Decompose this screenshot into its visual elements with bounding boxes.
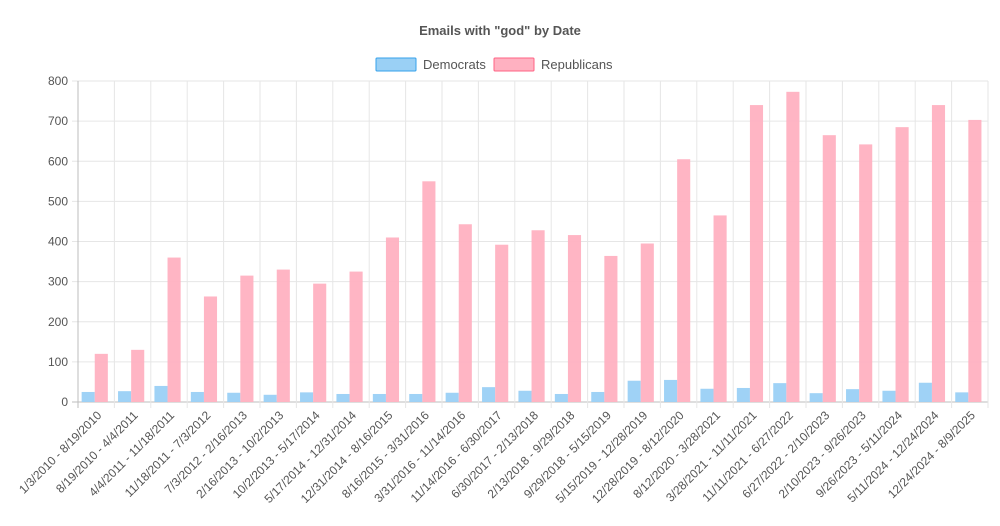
y-tick-label: 600: [48, 154, 68, 168]
bar-democrats[interactable]: [882, 390, 896, 402]
y-tick-label: 700: [48, 114, 68, 128]
bar-republicans[interactable]: [385, 237, 400, 402]
bar-democrats[interactable]: [955, 392, 969, 402]
bar-democrats[interactable]: [482, 387, 496, 402]
bar-republicans[interactable]: [749, 105, 764, 402]
grid: [72, 80, 989, 408]
bar-republicans[interactable]: [677, 159, 691, 402]
bar-republicans[interactable]: [203, 296, 218, 402]
bar-democrats[interactable]: [190, 391, 204, 402]
bar-democrats[interactable]: [81, 391, 95, 402]
bar-democrats[interactable]: [518, 390, 532, 402]
legend-label-republicans: Republicans: [541, 57, 613, 72]
bar-democrats[interactable]: [300, 392, 314, 402]
bar-republicans[interactable]: [640, 243, 654, 402]
chart-title: Emails with "god" by Date: [419, 23, 581, 38]
bar-democrats[interactable]: [409, 393, 423, 402]
bar-democrats[interactable]: [263, 394, 277, 402]
bar-democrats[interactable]: [227, 392, 241, 402]
bar-republicans[interactable]: [531, 230, 545, 402]
bar-democrats[interactable]: [773, 383, 787, 402]
bar-republicans[interactable]: [931, 105, 946, 402]
bars: [81, 91, 982, 403]
y-tick-label: 800: [48, 74, 68, 88]
bar-republicans[interactable]: [313, 283, 327, 402]
bar-republicans[interactable]: [604, 255, 618, 402]
y-tick-label: 0: [61, 395, 68, 409]
bar-republicans[interactable]: [349, 271, 363, 402]
bar-democrats[interactable]: [554, 393, 568, 402]
bar-democrats[interactable]: [846, 389, 860, 402]
y-tick-label: 500: [48, 194, 68, 208]
bar-democrats[interactable]: [700, 388, 714, 402]
bar-republicans[interactable]: [495, 244, 509, 402]
bar-democrats[interactable]: [591, 391, 605, 402]
bar-democrats[interactable]: [736, 387, 750, 402]
y-tick-label: 400: [48, 235, 68, 249]
bar-republicans[interactable]: [131, 349, 145, 402]
legend-item-democrats[interactable]: Democrats: [375, 57, 486, 72]
y-axis: 0 100 200 300 400 500 600 700 800: [48, 74, 68, 409]
legend-item-republicans[interactable]: Republicans: [493, 57, 613, 72]
bar-republicans[interactable]: [786, 91, 800, 402]
bar-democrats[interactable]: [918, 382, 932, 402]
bar-democrats[interactable]: [154, 385, 168, 402]
bar-democrats[interactable]: [809, 393, 823, 402]
bar-republicans[interactable]: [895, 127, 909, 402]
bar-republicans[interactable]: [968, 119, 982, 403]
bar-democrats[interactable]: [664, 379, 678, 402]
bar-republicans[interactable]: [422, 181, 436, 402]
bar-democrats[interactable]: [372, 393, 386, 402]
bar-republicans[interactable]: [167, 257, 181, 402]
legend-swatch-republicans: [493, 57, 535, 72]
bar-democrats[interactable]: [445, 392, 459, 402]
y-tick-label: 200: [48, 315, 68, 329]
y-tick-label: 100: [48, 355, 68, 369]
bar-republicans[interactable]: [458, 224, 472, 402]
bar-republicans[interactable]: [822, 135, 836, 403]
bar-democrats[interactable]: [118, 391, 132, 402]
bar-democrats[interactable]: [627, 380, 641, 402]
y-tick-label: 300: [48, 275, 68, 289]
bar-republicans[interactable]: [859, 144, 873, 402]
bar-democrats[interactable]: [336, 393, 350, 402]
legend: Democrats Republicans: [375, 57, 613, 72]
legend-swatch-democrats: [375, 57, 417, 72]
bar-republicans[interactable]: [240, 275, 254, 402]
bar-republicans[interactable]: [276, 269, 290, 402]
legend-label-democrats: Democrats: [423, 57, 486, 72]
bar-republicans[interactable]: [713, 215, 727, 402]
bar-republicans[interactable]: [567, 235, 582, 402]
bar-republicans[interactable]: [94, 353, 108, 402]
